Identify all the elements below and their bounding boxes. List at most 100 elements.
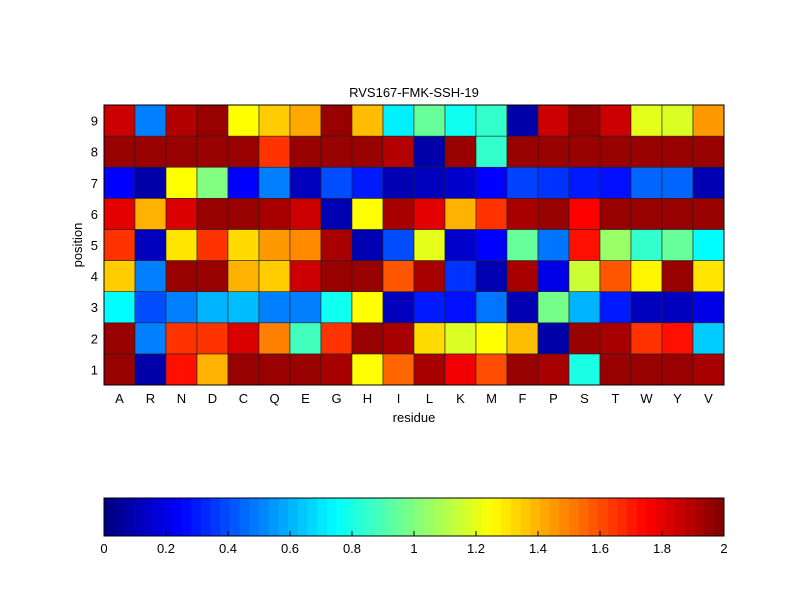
heatmap-cell	[351, 291, 384, 324]
colorbar-tick-label: 0.2	[157, 541, 175, 556]
x-tick-label: W	[640, 391, 653, 406]
y-tick-label: 4	[91, 269, 98, 284]
heatmap-cell	[134, 353, 167, 386]
colorbar-segment	[268, 498, 279, 536]
heatmap-cell	[196, 198, 229, 230]
colorbar-segment	[694, 498, 706, 536]
heatmap-cell	[506, 229, 539, 261]
x-tick-label: E	[301, 391, 310, 406]
heatmap-cell	[413, 353, 446, 386]
heatmap-cell	[258, 135, 291, 168]
heatmap-cell	[382, 135, 415, 168]
heatmap-cell	[475, 135, 508, 168]
heatmap-cell	[506, 291, 539, 324]
heatmap-cell	[227, 322, 260, 355]
heatmap-cell	[630, 166, 663, 199]
colorbar-segment	[539, 498, 551, 536]
heatmap-cell	[134, 166, 167, 199]
colorbar-segment	[307, 498, 318, 536]
colorbar-segment	[501, 498, 512, 536]
heatmap-cell	[382, 104, 415, 137]
heatmap-cell	[351, 135, 384, 168]
colorbar-segment	[365, 498, 376, 536]
heatmap-cell	[289, 353, 322, 386]
heatmap-cell	[351, 322, 384, 355]
x-tick-label: G	[331, 391, 341, 406]
heatmap-cell	[506, 260, 539, 292]
heatmap-cell	[320, 291, 353, 324]
heatmap-cell	[444, 260, 477, 292]
heatmap-cell	[444, 322, 477, 355]
heatmap-cell	[413, 322, 446, 355]
colorbar-segment	[346, 498, 357, 536]
colorbar-segment	[510, 498, 522, 536]
heatmap-cell	[537, 291, 570, 324]
colorbar-tick-label: 1.2	[467, 541, 485, 556]
heatmap-cell	[103, 198, 136, 230]
heatmap-cell	[289, 166, 322, 199]
heatmap-cell	[630, 135, 663, 168]
colorbar-segment	[598, 498, 609, 536]
colorbar-segment	[433, 498, 444, 536]
heatmap-cell	[692, 135, 725, 168]
x-tick-label: Y	[673, 391, 682, 406]
y-tick-label: 9	[91, 114, 98, 129]
colorbar-tick-label: 1.6	[591, 541, 609, 556]
colorbar-segment	[714, 498, 725, 536]
heatmap-cell	[630, 291, 663, 324]
heatmap-cell	[103, 291, 136, 324]
x-tick-label: R	[146, 391, 155, 406]
heatmap-cell	[320, 104, 353, 137]
colorbar-tick-label: 2	[720, 541, 727, 556]
heatmap-cell	[382, 353, 415, 386]
heatmap-cell	[196, 260, 229, 292]
heatmap-cell	[165, 291, 198, 324]
colorbar-segment	[191, 498, 202, 536]
colorbar-segment	[588, 498, 599, 536]
colorbar-tick-label: 0.4	[219, 541, 237, 556]
heatmap-cell	[351, 104, 384, 137]
heatmap-cell	[537, 135, 570, 168]
heatmap-cell	[165, 260, 198, 292]
heatmap-cell	[475, 198, 508, 230]
heatmap-cell	[413, 229, 446, 261]
heatmap-cell	[258, 260, 291, 292]
heatmap-cell	[227, 260, 260, 292]
heatmap-cell	[196, 353, 229, 386]
heatmap-cell	[413, 135, 446, 168]
colorbar-segment	[423, 498, 434, 536]
y-tick-label: 8	[91, 145, 98, 160]
heatmap-cell	[599, 135, 632, 168]
x-tick-label: I	[397, 391, 401, 406]
heatmap-cell	[258, 229, 291, 261]
colorbar-segment	[220, 498, 231, 536]
heatmap-cell	[661, 104, 694, 137]
heatmap-cell	[103, 166, 136, 199]
colorbar-segment	[549, 498, 560, 536]
heatmap-cell	[661, 322, 694, 355]
colorbar-segment	[229, 498, 241, 536]
colorbar-segment	[326, 498, 337, 536]
heatmap-cell	[630, 104, 663, 137]
x-tick-label: V	[704, 391, 713, 406]
heatmap-cell	[475, 166, 508, 199]
plot-frame	[103, 104, 725, 386]
heatmap-cell	[227, 229, 260, 261]
heatmap-cell	[227, 166, 260, 199]
colorbar-segment	[617, 498, 628, 536]
heatmap-cell	[537, 166, 570, 199]
heatmap-cell	[320, 229, 353, 261]
heatmap-cell	[351, 229, 384, 261]
heatmap-cell	[568, 229, 601, 261]
heatmap-cell	[692, 166, 725, 199]
colorbar-segment	[462, 498, 473, 536]
heatmap-cell	[599, 229, 632, 261]
heatmap-cell	[568, 166, 601, 199]
heatmap-cell	[165, 198, 198, 230]
colorbar-segment	[578, 498, 589, 536]
heatmap-cell	[351, 198, 384, 230]
colorbar-segment	[133, 498, 144, 536]
heatmap-cell	[661, 198, 694, 230]
colorbar-segment	[259, 498, 270, 536]
